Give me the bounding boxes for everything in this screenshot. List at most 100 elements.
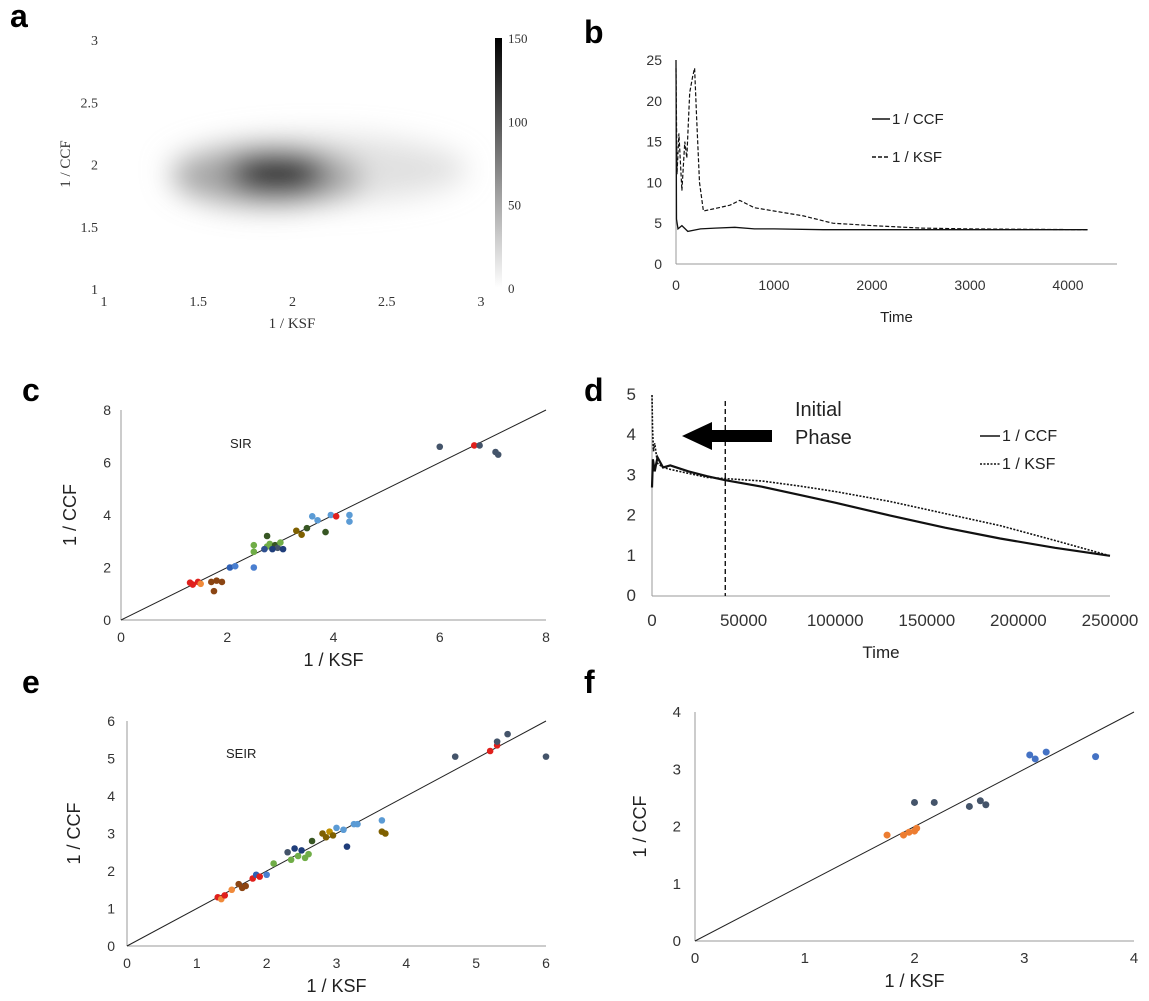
line-chart-panel-d: 0 50000 100000 150000 200000 250000 0 1 2 3 4 5 Time… [627,385,1139,662]
data-point [210,587,218,595]
x-tick-label: 6 [436,629,444,645]
data-point [346,518,353,525]
data-point [976,797,984,805]
y-tick-label: 2.5 [81,96,99,111]
x-tick-label: 3 [1020,950,1028,967]
data-point [269,545,276,553]
x-tick-label: 4 [1130,950,1138,967]
data-point [231,562,239,570]
data-point [263,871,270,879]
data-point [250,564,258,571]
x-tick-label: 6 [542,955,550,971]
data-point [226,564,234,571]
x-tick-label: 0 [691,950,699,967]
data-point [1031,755,1039,763]
data-point [346,511,353,519]
x-tick-label: 0 [647,611,656,630]
data-point [340,826,347,834]
y-tick-label: 10 [646,174,662,190]
data-point [913,824,921,832]
y-tick-label: 4 [673,704,681,721]
y-tick-label: 8 [103,402,111,418]
data-point [303,524,311,532]
y-tick-label: 3 [107,826,115,842]
scatter-panel-f: 0 1 2 3 4 0 1 2 3 4 1 / KSF 1 / CCF [630,704,1138,991]
colorbar [495,38,502,288]
x-axis-label: Time [880,309,913,326]
x-tick-label: 2 [223,629,231,645]
x-tick-label: 4 [330,629,338,645]
colorbar-tick-label: 50 [508,198,521,213]
y-tick-label: 6 [103,455,111,471]
data-point [329,832,337,839]
x-tick-label: 200000 [990,611,1047,630]
x-axis-label: 1 / KSF [884,971,944,991]
data-point [270,860,277,867]
data-point [982,801,990,809]
data-point [1026,751,1034,759]
data-point [308,513,316,520]
data-point [905,828,913,836]
data-point [277,539,284,546]
x-tick-label: 50000 [720,611,767,630]
data-point [332,513,340,520]
x-tick-label: 2 [289,295,296,310]
data-point [305,850,312,858]
scatter-panel-c: 0 2 4 6 8 0 2 4 6 8 1 / KSF 1 / CCF SIR [60,402,550,670]
panel-letter-c: c [22,372,40,408]
y-tick-label: 3 [91,34,98,49]
series-line-1 [650,454,1111,557]
data-point [486,747,494,755]
y-axis-label: 1 / CCF [60,484,80,546]
data-point [263,532,271,540]
data-point [493,738,501,745]
data-point [900,831,908,839]
data-point [213,577,220,584]
y-tick-label: 4 [103,507,111,523]
colorbar-tick-label: 150 [508,31,528,46]
data-point [322,833,330,841]
data-point [242,882,250,890]
y-tick-label: 4 [107,788,115,804]
series-line-1 [675,59,1088,233]
panel-letter-e: e [22,664,40,700]
data-point [883,831,891,839]
data-point [279,545,287,553]
y-tick-label: 0 [654,256,662,272]
data-point [322,528,329,536]
left-arrow-icon [682,422,772,450]
data-point [218,578,226,586]
x-tick-label: 4000 [1052,277,1083,293]
data-point [494,451,502,458]
data-point [291,845,298,852]
heatmap-panel: 1 1.5 2 2.5 3 1 1.5 2 2.5 3 1 / KSF 1 / CCF 0 50 100 15… [58,31,528,332]
data-point [287,856,295,864]
identity-line [126,720,547,947]
x-tick-label: 100000 [807,611,864,630]
series-line-2 [651,394,1111,557]
legend-label: 1 / KSF [892,149,942,166]
x-tick-label: 3000 [954,277,985,293]
x-tick-label: 5 [472,955,480,971]
data-point [378,817,386,824]
y-tick-label: 1 [627,546,636,565]
y-tick-label: 0 [103,612,111,628]
x-tick-label: 3 [333,955,341,971]
data-point [354,820,361,828]
data-point [911,798,918,806]
y-tick-label: 3 [627,465,636,484]
legend-label: 1 / KSF [1002,456,1056,473]
data-point [250,541,258,549]
y-tick-label: 1 [107,901,115,917]
data-point [228,886,236,894]
x-axis-label: 1 / KSF [306,976,366,996]
colorbar-tick-label: 100 [508,114,528,129]
y-tick-label: 20 [646,93,662,109]
data-point [197,580,204,588]
panel-letter-a: a [10,0,28,34]
x-tick-label: 2.5 [378,295,396,310]
panel-letter-d: d [584,372,604,408]
x-axis-label: 1 / KSF [303,650,363,670]
data-point [436,443,444,451]
